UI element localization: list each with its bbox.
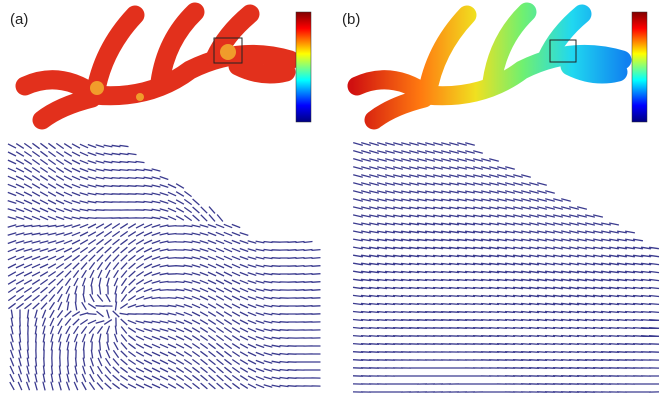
vector-field <box>8 143 321 390</box>
shape <box>25 12 290 120</box>
vector-field <box>353 143 659 393</box>
panel-label: (b) <box>342 11 360 28</box>
colorbar <box>296 12 311 122</box>
colorbar <box>632 12 647 122</box>
panel-a: (a) <box>8 11 321 390</box>
panel-label: (a) <box>10 11 28 28</box>
figure: (a) (b) <box>0 0 664 403</box>
shape <box>357 12 622 120</box>
panel-b: (b) <box>342 11 659 392</box>
